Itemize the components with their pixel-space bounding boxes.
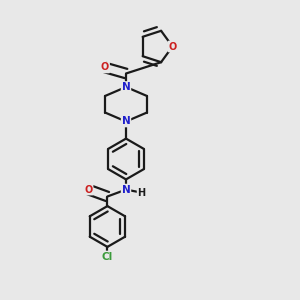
- Text: H: H: [137, 188, 146, 198]
- Text: O: O: [168, 41, 177, 52]
- Text: O: O: [84, 184, 93, 195]
- Text: Cl: Cl: [102, 251, 113, 262]
- Text: N: N: [122, 116, 130, 127]
- Text: O: O: [101, 62, 109, 73]
- Text: N: N: [122, 184, 130, 195]
- Text: N: N: [122, 82, 130, 92]
